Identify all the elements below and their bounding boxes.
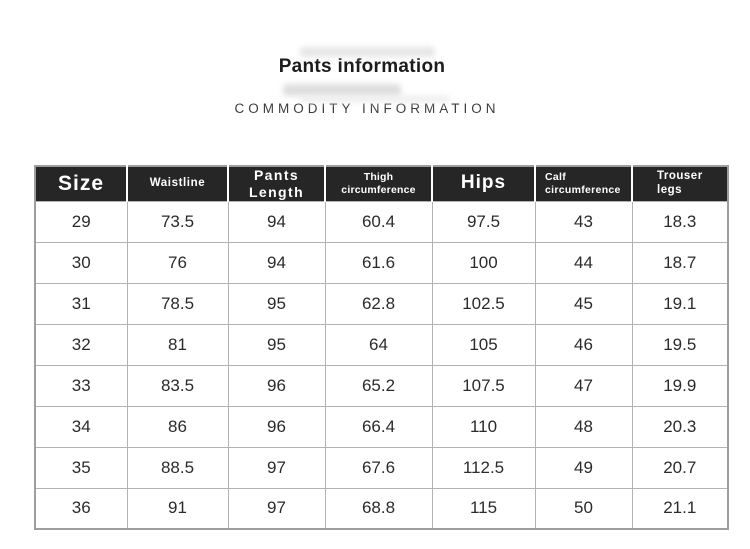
table-cell: 67.6 [324,446,433,489]
table-cell: 49 [534,446,633,489]
watermark-smudge [283,84,401,96]
table-cell: 30 [34,241,128,284]
table-row: 33 83.5 96 65.2 107.5 47 19.9 [34,364,729,407]
table-cell: 34 [34,405,128,448]
table-cell: 66.4 [324,405,433,448]
table-cell: 19.1 [631,282,729,325]
table-body: 29 73.5 94 60.4 97.5 43 18.3 30 76 94 61.6 100 44 18.… [34,200,729,530]
table-cell: 18.3 [631,200,729,243]
page-title: Pants information [278,56,446,77]
table-cell: 96 [227,405,326,448]
table-cell: 29 [34,200,128,243]
table-cell: 97 [227,446,326,489]
table-cell: 50 [534,487,633,530]
table-cell: 105 [431,323,536,366]
column-header: Size [35,166,128,202]
table-cell: 94 [227,200,326,243]
table-cell: 88.5 [126,446,229,489]
table-cell: 21.1 [631,487,729,530]
table-cell: 20.3 [631,405,729,448]
column-header: Waistline [127,166,229,202]
table-cell: 97 [227,487,326,530]
table-cell: 115 [431,487,536,530]
table-cell: 20.7 [631,446,729,489]
table-cell: 95 [227,282,326,325]
table-cell: 94 [227,241,326,284]
size-chart-table: Size Waistline Pants Length Thigh circumfer… [34,165,729,531]
table-cell: 78.5 [126,282,229,325]
table-cell: 86 [126,405,229,448]
table-cell: 81 [126,323,229,366]
column-header: Pants Length [228,166,326,202]
table-cell: 43 [534,200,633,243]
table-cell: 18.7 [631,241,729,284]
table-cell: 33 [34,364,128,407]
table-cell: 36 [34,487,128,530]
table-cell: 45 [534,282,633,325]
header-row: Size Waistline Pants Length Thigh circumfer… [35,166,728,202]
table-cell: 62.8 [324,282,433,325]
table-row: 31 78.5 95 62.8 102.5 45 19.1 [34,282,729,325]
table-cell: 60.4 [324,200,433,243]
table-cell: 19.5 [631,323,729,366]
table-cell: 110 [431,405,536,448]
table-cell: 91 [126,487,229,530]
table-cell: 96 [227,364,326,407]
table-cell: 48 [534,405,633,448]
table-cell: 46 [534,323,633,366]
table-cell: 35 [34,446,128,489]
table-row: 36 91 97 68.8 115 50 21.1 [34,487,729,530]
table-row: 32 81 95 64 105 46 19.5 [34,323,729,366]
table-cell: 95 [227,323,326,366]
column-header: Hips [432,166,536,202]
column-header: Trouser legs [632,166,728,202]
column-header: Thigh circumference [325,166,433,202]
table-row: 30 76 94 61.6 100 44 18.7 [34,241,729,284]
table-cell: 97.5 [431,200,536,243]
table-row: 29 73.5 94 60.4 97.5 43 18.3 [34,200,729,243]
table-header: Size Waistline Pants Length Thigh circumfer… [35,166,728,202]
table-cell: 61.6 [324,241,433,284]
table-cell: 31 [34,282,128,325]
table-cell: 107.5 [431,364,536,407]
table-cell: 44 [534,241,633,284]
table-cell: 112.5 [431,446,536,489]
table-cell: 47 [534,364,633,407]
table-cell: 73.5 [126,200,229,243]
table-cell: 102.5 [431,282,536,325]
table-cell: 76 [126,241,229,284]
table-cell: 68.8 [324,487,433,530]
table-cell: 65.2 [324,364,433,407]
page-subtitle: COMMODITY INFORMATION [234,101,500,116]
table-cell: 32 [34,323,128,366]
table-cell: 19.9 [631,364,729,407]
table-cell: 64 [324,323,433,366]
table-cell: 83.5 [126,364,229,407]
column-header: Calf circumference [535,166,633,202]
table-row: 35 88.5 97 67.6 112.5 49 20.7 [34,446,729,489]
table-cell: 100 [431,241,536,284]
table-row: 34 86 96 66.4 110 48 20.3 [34,405,729,448]
